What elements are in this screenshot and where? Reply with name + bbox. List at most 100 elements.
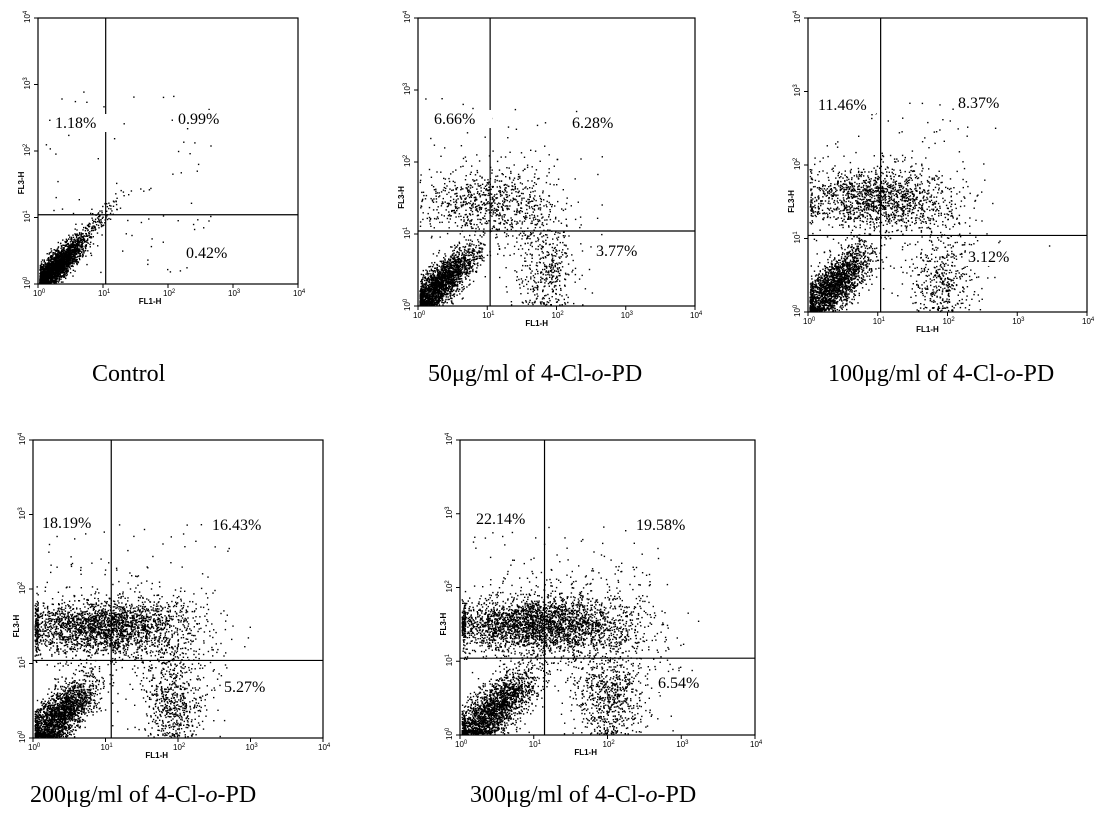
quadrant-lower-right-percent: 0.42% [186,245,227,262]
caption-text-end: -PD [218,782,257,808]
x-axis-label: FL1-H [525,319,548,328]
panel-caption: 50μg/ml of 4-Cl-o-PD [428,361,642,388]
x-tick-label: 101 [529,740,542,749]
flow-plot-5: 100 101 102 103 104 100 101 102 103 104 FL1-H FL3-H… [439,432,763,757]
quadrant-upper-left-percent: 6.66% [434,111,475,128]
flow-plot-2: 100 101 102 103 104 100 101 102 103 104 FL1-H FL3-H… [397,10,703,328]
event-dots [35,524,252,738]
caption-text-end: -PD [658,782,697,808]
panel-caption: 200μg/ml of 4-Cl-o-PD [30,782,256,809]
x-tick-label: 102 [163,289,176,298]
caption-italic: o [646,782,658,808]
y-tick-label: 102 [445,580,454,593]
quadrant-upper-right-percent: 8.37% [958,95,999,112]
quadrant-upper-right-percent: 16.43% [212,517,261,534]
y-tick-label: 102 [403,154,412,167]
x-tick-label: 104 [690,311,703,320]
x-tick-label: 104 [750,740,763,749]
panel-caption: Control [92,361,165,388]
y-tick-label: 100 [445,727,454,740]
x-tick-label: 102 [173,743,186,752]
y-tick-label: 104 [793,10,802,23]
x-tick-label: 100 [803,317,816,326]
x-tick-label: 102 [552,311,565,320]
x-tick-label: 104 [318,743,331,752]
x-tick-label: 103 [676,740,689,749]
x-tick-label: 100 [28,743,41,752]
quadrant-lower-right-percent: 5.27% [224,679,265,696]
caption-text: 300μg/ml of 4-Cl- [470,782,646,808]
x-axis-label: FL1-H [574,748,597,757]
x-tick-label: 104 [293,289,306,298]
y-tick-label: 101 [23,210,32,223]
x-tick-label: 104 [1082,317,1095,326]
x-tick-label: 100 [413,311,426,320]
quadrant-upper-left-percent: 11.46% [818,97,867,114]
quadrant-upper-right-percent: 6.28% [572,115,613,132]
y-tick-label: 100 [793,304,802,317]
quadrant-lower-right-percent: 3.77% [596,243,637,260]
caption-text: 100μg/ml of 4-Cl- [828,361,1004,387]
x-tick-label: 103 [246,743,259,752]
y-tick-label: 103 [445,506,454,519]
quadrant-upper-left-percent: 1.18% [55,115,96,132]
flow-plot-1: 100 101 102 103 104 100 101 102 103 104 FL1-H FL3-H… [17,10,306,306]
y-tick-label: 103 [403,82,412,95]
y-tick-label: 103 [18,507,27,520]
quadrant-upper-left-percent: 18.19% [42,515,91,532]
y-axis-label: FL3-H [787,190,796,213]
caption-italic: o [592,361,604,387]
x-tick-label: 102 [943,317,956,326]
event-dots [809,103,1050,312]
y-tick-label: 100 [18,730,27,743]
flow-plot-4: 100 101 102 103 104 100 101 102 103 104 FL1-H FL3-H… [12,432,331,760]
y-tick-label: 103 [23,77,32,90]
y-tick-label: 104 [445,432,454,445]
y-tick-label: 102 [23,143,32,156]
x-tick-label: 100 [33,289,46,298]
y-tick-label: 101 [793,231,802,244]
quadrant-upper-left-percent: 22.14% [476,511,525,528]
caption-text-end: -PD [1016,361,1055,387]
y-tick-label: 101 [403,226,412,239]
x-tick-label: 103 [1012,317,1025,326]
y-tick-label: 101 [445,653,454,666]
y-tick-label: 102 [18,581,27,594]
panel-caption: 300μg/ml of 4-Cl-o-PD [470,782,696,809]
y-tick-label: 103 [793,84,802,97]
y-axis-label: FL3-H [439,613,448,636]
caption-text: 50μg/ml of 4-Cl- [428,361,592,387]
x-tick-label: 102 [603,740,616,749]
y-tick-label: 104 [18,432,27,445]
y-axis-label: FL3-H [17,171,26,194]
x-tick-label: 101 [482,311,495,320]
y-tick-label: 104 [23,10,32,23]
x-tick-label: 100 [455,740,468,749]
y-tick-label: 100 [403,298,412,311]
y-tick-label: 100 [23,276,32,289]
y-tick-label: 102 [793,157,802,170]
caption-text: 200μg/ml of 4-Cl- [30,782,206,808]
x-axis-label: FL1-H [145,751,168,760]
x-tick-label: 101 [873,317,886,326]
y-axis-label: FL3-H [397,186,406,209]
x-axis-label: FL1-H [916,325,939,334]
x-axis-label: FL1-H [139,297,162,306]
x-tick-label: 103 [228,289,241,298]
x-tick-label: 101 [101,743,114,752]
y-tick-label: 101 [18,656,27,669]
caption-text-end: Control [92,361,165,387]
caption-italic: o [206,782,218,808]
y-axis-label: FL3-H [12,615,21,638]
y-tick-label: 104 [403,10,412,23]
x-tick-label: 103 [621,311,634,320]
quadrant-lower-right-percent: 3.12% [968,249,1009,266]
event-dots [462,524,700,735]
caption-text-end: -PD [604,361,643,387]
x-tick-label: 101 [98,289,111,298]
flow-plot-3: 100 101 102 103 104 100 101 102 103 104 FL1-H FL3-H… [787,10,1095,334]
quadrant-lower-right-percent: 6.54% [658,675,699,692]
panel-caption: 100μg/ml of 4-Cl-o-PD [828,361,1054,388]
